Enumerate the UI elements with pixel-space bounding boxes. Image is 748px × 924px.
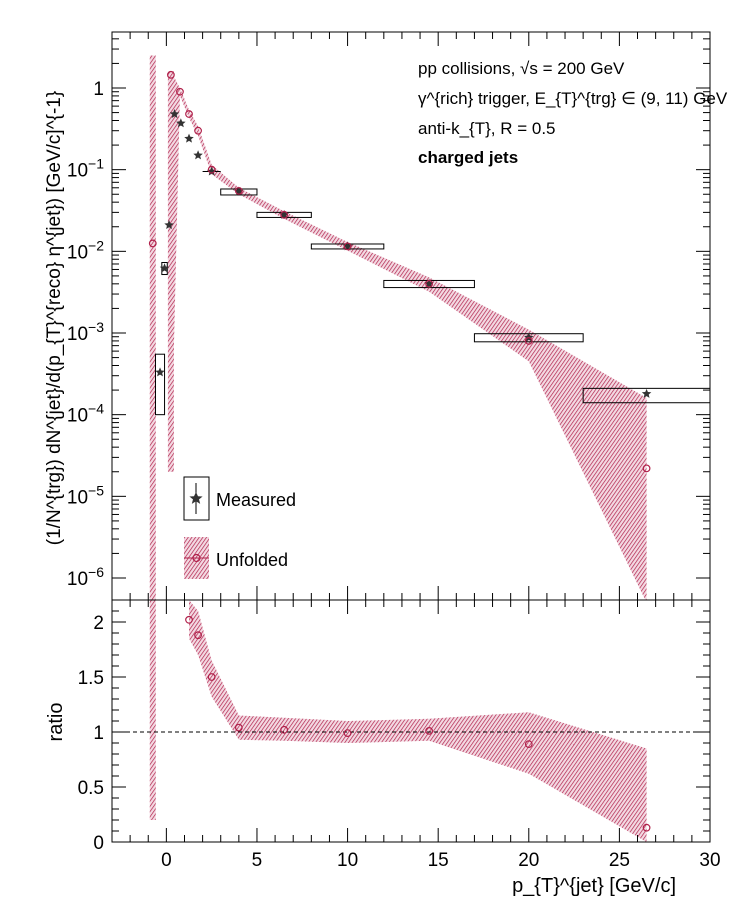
- measured-point: [159, 263, 170, 273]
- y-tick-label: 10−2: [67, 237, 104, 263]
- ratio-y-tick-label: 0.5: [78, 778, 104, 799]
- measured-point: [641, 388, 652, 398]
- ratio-point: [194, 631, 202, 640]
- ratio-axis-ticks: 00.511.520 5 10 15 20 25 30: [78, 599, 721, 871]
- unfolded-point: [194, 126, 202, 135]
- x-tick-label: 20: [518, 850, 539, 871]
- annotation-block: pp collisions, √s = 200 GeV γ^{rich} tri…: [418, 59, 728, 167]
- measured-point: [155, 367, 165, 377]
- x-tick-label: 0: [161, 850, 172, 871]
- ratio-point: [280, 725, 289, 734]
- unfolded-band: [170, 71, 647, 600]
- unfolded-point: [166, 70, 175, 79]
- y-tick-label: 10−3: [67, 319, 104, 345]
- ratio-y-tick-label: 0: [93, 833, 104, 854]
- y-tick-label: 10−6: [67, 564, 104, 590]
- ratio-y-axis-title: ratio: [45, 703, 67, 742]
- ratio-point: [642, 823, 651, 832]
- x-tick-label: 25: [609, 850, 630, 871]
- measured-point: [193, 150, 203, 160]
- measured-point: [176, 118, 186, 128]
- ratio-band-spike: [149, 600, 156, 820]
- ratio-point: [207, 673, 216, 681]
- unfolded-point: [642, 464, 651, 473]
- ratio-panel: 00.511.520 5 10 15 20 25 30 ratio p_{T}^{jet} …: [45, 599, 721, 897]
- spectrum-y-axis-title: (1/N^{trg}) dN^{jet}/d(p_{T}^{reco} η^{j…: [44, 91, 65, 545]
- ratio-band: [189, 600, 647, 842]
- unfolded-uncertainty-bands: [149, 55, 647, 600]
- ratio-point: [234, 723, 243, 732]
- unfolded-point: [234, 186, 243, 195]
- ratio-point: [524, 740, 533, 748]
- measured-sys-box: [154, 353, 166, 416]
- unfolded-point: [524, 337, 533, 345]
- measured-point: [164, 220, 174, 230]
- y-tick-label: 10−5: [67, 482, 104, 508]
- x-tick-label: 10: [337, 850, 358, 871]
- measured-point: [184, 133, 194, 143]
- ratio-y-tick-label: 2: [93, 613, 104, 634]
- y-tick-label: 10−1: [67, 156, 104, 182]
- x-tick-label: 30: [699, 850, 720, 871]
- y-tick-label: 10−4: [67, 401, 104, 427]
- unfolded-point: [425, 279, 434, 288]
- annotation-algorithm: anti-k_{T}, R = 0.5: [418, 119, 556, 138]
- legend-unfolded-marker: [192, 553, 201, 563]
- legend-measured-marker: [189, 492, 203, 504]
- legend-measured-label: Measured: [216, 490, 296, 510]
- x-axis-title: p_{T}^{jet} [GeV/c]: [512, 875, 676, 897]
- x-tick-label: 15: [428, 850, 449, 871]
- measured-point: [169, 109, 180, 119]
- annotation-trigger: γ^{rich} trigger, E_{T}^{trg} ∈ (9, 11) …: [418, 89, 728, 108]
- ratio-y-tick-label: 1.5: [78, 668, 104, 689]
- ratio-y-tick-label: 1: [93, 723, 104, 744]
- unfolded-band-spike: [149, 55, 156, 600]
- ratio-point: [343, 729, 352, 737]
- ratio-point: [185, 615, 193, 624]
- data-markers: [148, 70, 652, 473]
- spectrum-panel: 1 10−1 10−2 10−3 10−4 10−5 10−6 pp collisions,…: [44, 31, 728, 601]
- y-tick-label: 1: [93, 79, 104, 100]
- unfolded-point: [148, 239, 157, 248]
- unfolded-point: [280, 210, 289, 219]
- measured-point: [206, 166, 217, 176]
- unfolded-point: [343, 242, 352, 251]
- ratio-point: [425, 727, 434, 735]
- unfolded-point: [207, 165, 216, 174]
- annotation-charged-jets: charged jets: [418, 148, 518, 167]
- legend-unfolded-label: Unfolded: [216, 550, 288, 570]
- legend-measured-box: [183, 476, 210, 521]
- unfolded-point: [176, 87, 184, 96]
- annotation-collisions: pp collisions, √s = 200 GeV: [418, 59, 625, 78]
- measured-sys-box: [161, 261, 168, 276]
- legend: Measured Unfolded: [183, 476, 296, 579]
- x-tick-label: 5: [252, 850, 263, 871]
- unfolded-point: [185, 110, 193, 118]
- spectrum-axis-ticks: 1 10−1 10−2 10−3 10−4 10−5 10−6: [67, 32, 711, 600]
- ratio-markers: [185, 615, 651, 832]
- ratio-uncertainty-bands: [149, 600, 647, 842]
